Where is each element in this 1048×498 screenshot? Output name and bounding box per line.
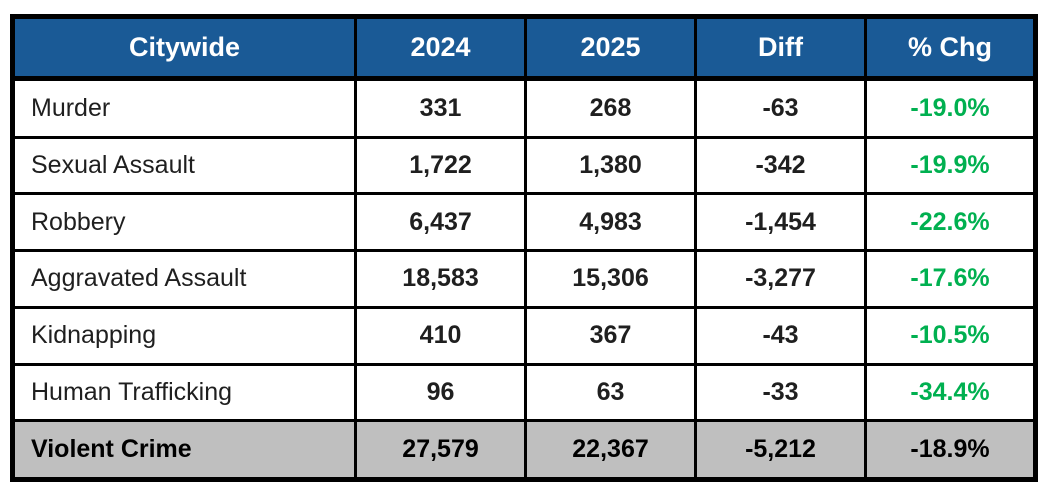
header-row: Citywide 2024 2025 Diff % Chg (10, 15, 1037, 81)
row-label: Kidnapping (10, 305, 358, 366)
total-cell-2024: 27,579 (354, 419, 528, 481)
cell-diff: -33 (694, 362, 867, 423)
cell-2025: 4,983 (524, 192, 698, 253)
cell-diff: -342 (694, 135, 867, 196)
cell-pct-chg: -34.4% (864, 362, 1037, 423)
cell-2024: 331 (354, 77, 528, 139)
table-row-human-trafficking: Human Trafficking 96 63 -33 -34.4% (10, 362, 1037, 423)
cell-pct-chg: -19.0% (864, 77, 1037, 139)
table-row-aggravated-assault: Aggravated Assault 18,583 15,306 -3,277 … (10, 249, 1037, 309)
cell-2024: 1,722 (354, 135, 528, 196)
cell-2025: 1,380 (524, 135, 698, 196)
row-label: Aggravated Assault (10, 249, 358, 309)
row-label: Robbery (10, 192, 358, 253)
cell-2024: 96 (354, 362, 528, 423)
cell-pct-chg: -10.5% (864, 305, 1037, 366)
total-cell-pct-chg: -18.9% (864, 419, 1037, 481)
cell-2025: 268 (524, 77, 698, 139)
row-label: Sexual Assault (10, 135, 358, 196)
total-cell-2025: 22,367 (524, 419, 698, 481)
cell-2024: 6,437 (354, 192, 528, 253)
table-row-robbery: Robbery 6,437 4,983 -1,454 -22.6% (10, 192, 1037, 253)
table-row-murder: Murder 331 268 -63 -19.0% (10, 77, 1037, 139)
total-cell-diff: -5,212 (694, 419, 867, 481)
cell-pct-chg: -17.6% (864, 249, 1037, 309)
row-label: Human Trafficking (10, 362, 358, 423)
table-header: Citywide 2024 2025 Diff % Chg (10, 15, 1037, 81)
cell-pct-chg: -22.6% (864, 192, 1037, 253)
row-label: Murder (10, 77, 358, 139)
cell-pct-chg: -19.9% (864, 135, 1037, 196)
cell-diff: -43 (694, 305, 867, 366)
table-row-kidnapping: Kidnapping 410 367 -43 -10.5% (10, 305, 1037, 366)
cell-diff: -63 (694, 77, 867, 139)
crime-stats-table: Citywide 2024 2025 Diff % Chg Murder 331… (10, 14, 1038, 482)
column-header-pct-chg: % Chg (864, 15, 1037, 81)
column-header-citywide: Citywide (10, 15, 358, 81)
cell-diff: -1,454 (694, 192, 867, 253)
total-row-label: Violent Crime (10, 419, 358, 481)
table-body: Murder 331 268 -63 -19.0% Sexual Assault… (10, 77, 1037, 481)
cell-2025: 15,306 (524, 249, 698, 309)
cell-2025: 63 (524, 362, 698, 423)
table-row-violent-crime-total: Violent Crime 27,579 22,367 -5,212 -18.9… (10, 419, 1037, 481)
cell-2024: 410 (354, 305, 528, 366)
cell-diff: -3,277 (694, 249, 867, 309)
cell-2024: 18,583 (354, 249, 528, 309)
column-header-diff: Diff (694, 15, 867, 81)
cell-2025: 367 (524, 305, 698, 366)
column-header-2024: 2024 (354, 15, 528, 81)
table-row-sexual-assault: Sexual Assault 1,722 1,380 -342 -19.9% (10, 135, 1037, 196)
column-header-2025: 2025 (524, 15, 698, 81)
